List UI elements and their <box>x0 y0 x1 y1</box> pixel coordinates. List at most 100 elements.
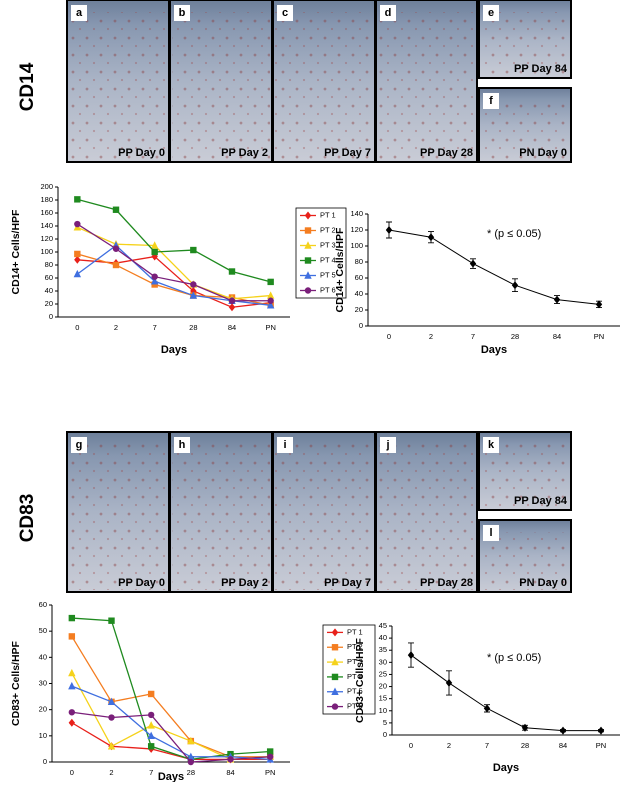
panel-caption: PP Day 7 <box>324 577 371 589</box>
panel-letter: k <box>488 439 495 451</box>
y-axis-title: CD14+ Cells/HPF <box>334 227 346 312</box>
y-tick-label: 20 <box>379 682 387 691</box>
y-tick-label: 30 <box>39 678 47 687</box>
panel-letter: i <box>283 439 286 451</box>
marker <box>445 678 453 687</box>
y-tick-label: 80 <box>355 257 363 266</box>
series-line <box>77 198 271 283</box>
marker <box>187 736 195 745</box>
marker <box>189 291 198 299</box>
marker <box>267 278 274 286</box>
marker <box>187 758 195 766</box>
y-axis-title: CD83+ Cells/HPF <box>354 637 366 722</box>
x-tick-label: 2 <box>447 741 451 750</box>
marker <box>151 281 158 288</box>
marker <box>107 742 116 750</box>
y-tick-label: 200 <box>40 182 53 191</box>
panel-caption: PP Day 2 <box>221 577 268 589</box>
legend-label: PT 4 <box>320 255 336 264</box>
marker <box>266 301 275 309</box>
marker <box>150 277 159 285</box>
marker <box>74 220 81 228</box>
marker <box>427 233 435 242</box>
marker <box>559 726 567 735</box>
y-tick-label: 60 <box>45 273 53 282</box>
panel-caption: PP Day 28 <box>420 147 473 159</box>
y-tick-label: 40 <box>355 289 363 298</box>
y-tick-label: 100 <box>350 241 363 250</box>
legend-marker <box>304 241 312 249</box>
legend-label: PT 1 <box>320 210 336 219</box>
panel-letter: d <box>385 7 392 19</box>
marker <box>407 651 415 660</box>
x-tick-label: 28 <box>521 741 529 750</box>
panel-caption: PN Day 0 <box>519 577 567 589</box>
marker <box>108 617 115 624</box>
series-line <box>76 244 271 306</box>
marker <box>147 721 155 729</box>
marker <box>147 743 155 750</box>
stain-dots <box>378 12 475 160</box>
marker <box>267 297 274 304</box>
panel-caption: PP Day 84 <box>514 63 568 75</box>
marker <box>595 300 603 309</box>
marker <box>228 297 236 304</box>
letter-box <box>277 437 293 453</box>
stain-dots <box>275 12 373 160</box>
panel-letter: b <box>179 7 186 19</box>
marker <box>68 709 76 716</box>
stain-dots <box>172 444 270 590</box>
marker <box>107 697 116 706</box>
marker <box>68 633 76 640</box>
marker <box>266 753 274 760</box>
y-tick-label: 5 <box>383 718 387 727</box>
y-tick-label: 0 <box>383 730 387 739</box>
stain-dots <box>481 444 569 508</box>
marker <box>74 255 81 264</box>
marker <box>190 281 197 288</box>
y-tick-label: 60 <box>39 600 47 609</box>
mean-line <box>388 229 600 305</box>
panel-letter: c <box>282 7 288 19</box>
legend-marker <box>304 257 312 264</box>
legend-label: PT 5 <box>320 270 336 279</box>
x-tick-label: 84 <box>226 768 234 777</box>
panel-caption: PP Day 0 <box>118 577 165 589</box>
y-tick-label: 15 <box>379 694 387 703</box>
y-tick-label: 0 <box>49 312 53 321</box>
x-tick-label: 84 <box>559 741 567 750</box>
x-tick-label: 84 <box>228 323 236 332</box>
x-axis-title: Days <box>158 771 184 782</box>
marker <box>228 268 236 275</box>
x-axis-title: Days <box>493 762 519 774</box>
marker <box>266 291 275 299</box>
marker <box>73 269 82 278</box>
marker <box>68 614 76 622</box>
letter-box <box>483 93 499 109</box>
marker <box>112 206 120 213</box>
x-tick-label: 7 <box>153 323 157 332</box>
marker <box>511 281 519 290</box>
marker <box>151 248 158 256</box>
legend-label: PT 1 <box>347 627 363 636</box>
letter-box <box>483 437 499 453</box>
x-tick-label: 84 <box>553 332 561 341</box>
letter-box <box>380 437 396 453</box>
letter-box <box>483 525 499 541</box>
marker <box>597 726 605 735</box>
marker <box>469 259 477 268</box>
legend-marker <box>331 657 339 666</box>
stain-dots <box>275 444 373 590</box>
series-line <box>77 226 271 300</box>
marker <box>228 303 236 312</box>
stain-dots <box>481 100 569 160</box>
letter-box <box>380 5 396 21</box>
y-tick-label: 0 <box>359 321 363 330</box>
legend-label: PT 6 <box>347 702 363 711</box>
y-tick-label: 30 <box>379 657 387 666</box>
x-tick-label: 7 <box>485 741 489 750</box>
legend-box <box>295 207 347 299</box>
marker <box>108 714 115 721</box>
letter-box <box>483 5 499 21</box>
marker <box>74 196 81 203</box>
